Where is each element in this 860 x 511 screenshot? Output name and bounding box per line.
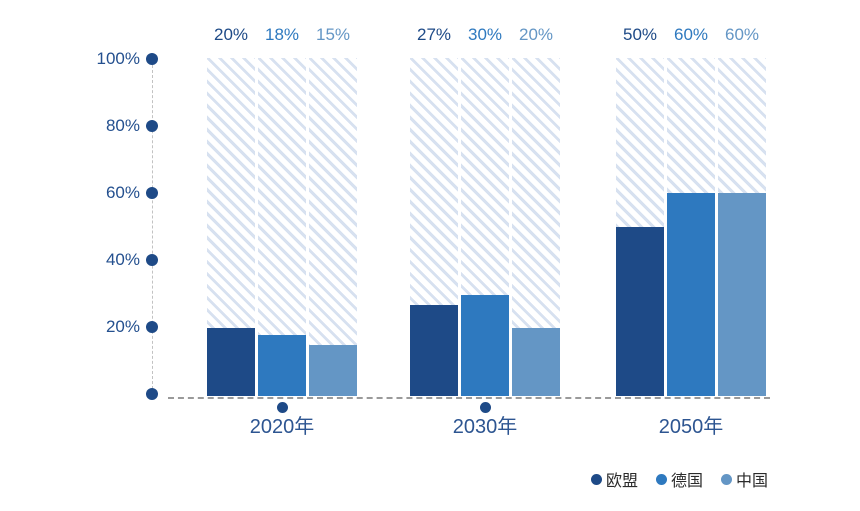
legend-color-dot: [590, 473, 602, 485]
x-axis-category-label: 2020年: [249, 416, 315, 438]
x-axis-tick-dot: [479, 402, 491, 413]
legend-label: 德国: [670, 473, 703, 490]
bar-value-label: 60%: [724, 25, 760, 44]
bar-德国-2020年: [258, 335, 306, 396]
legend-color-dot: [720, 473, 732, 485]
legend-color-dot: [655, 473, 667, 485]
legend-item-欧盟: 欧盟: [590, 467, 638, 491]
bar-value-label: 20%: [213, 25, 249, 44]
bar-value-label: 27%: [416, 25, 452, 44]
x-axis-line: [168, 397, 770, 399]
x-axis-category-label: 2050年: [658, 416, 724, 438]
y-axis-tick-dot: [146, 53, 158, 65]
bar-中国-2050年: [718, 193, 766, 396]
bar-value-label: 20%: [518, 25, 554, 44]
y-axis-tick-label: 60%: [105, 183, 140, 202]
legend-item-德国: 德国: [655, 467, 703, 491]
x-axis-category-label: 2030年: [452, 416, 518, 438]
y-axis-tick-label: 80%: [105, 116, 140, 135]
y-axis-tick-label: 20%: [105, 317, 140, 336]
bar-value-label: 18%: [264, 25, 300, 44]
legend-label: 中国: [735, 473, 768, 490]
x-axis-tick-dot: [276, 402, 288, 413]
y-axis-tick-dot: [146, 187, 158, 199]
bar-value-label: 30%: [467, 25, 503, 44]
y-axis-tick-dot: [146, 388, 158, 400]
bar-value-label: 15%: [315, 25, 351, 44]
bar-中国-2030年: [512, 328, 560, 396]
bar-欧盟-2020年: [207, 328, 255, 396]
y-axis-tick-dot: [146, 254, 158, 266]
y-axis-tick-label: 40%: [105, 250, 140, 269]
bar-欧盟-2030年: [410, 305, 458, 396]
y-axis-line: [152, 60, 153, 394]
legend: 欧盟 德国 中国: [590, 467, 768, 491]
bar-value-label: 50%: [622, 25, 658, 44]
legend-label: 欧盟: [605, 473, 638, 490]
bar-value-label: 60%: [673, 25, 709, 44]
y-axis-tick-dot: [146, 321, 158, 333]
legend-item-中国: 中国: [720, 467, 768, 491]
column-hatch-background: [309, 58, 357, 396]
y-axis-tick-dot: [146, 120, 158, 132]
y-axis-tick-label: 100%: [96, 49, 140, 68]
bar-德国-2050年: [667, 193, 715, 396]
bar-欧盟-2050年: [616, 227, 664, 396]
bar-德国-2030年: [461, 295, 509, 396]
bar-中国-2020年: [309, 345, 357, 396]
